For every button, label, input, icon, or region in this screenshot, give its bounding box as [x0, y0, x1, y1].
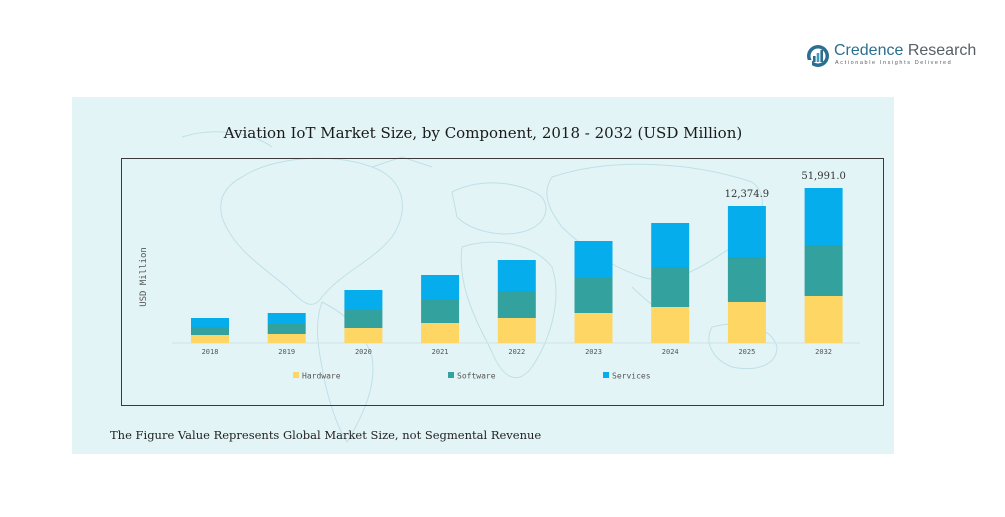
bar-hardware-2019: [267, 334, 306, 343]
x-tick-label-2032: 2032: [815, 348, 832, 356]
bar-software-2020: [344, 309, 383, 328]
bar-services-2018: [191, 318, 229, 328]
bar-services-2019: [267, 313, 306, 325]
y-axis-label: USD Million: [139, 247, 149, 307]
bar-services-2020: [344, 290, 383, 310]
legend-label-software: Software: [457, 372, 496, 381]
chart-title: Aviation IoT Market Size, by Component, …: [223, 124, 743, 142]
bar-hardware-2022: [497, 318, 536, 343]
x-tick-label-2025: 2025: [738, 348, 755, 356]
x-tick-label-2022: 2022: [508, 348, 525, 356]
data-label-2032: 51,991.0: [801, 171, 846, 182]
bar-software-2023: [574, 278, 613, 313]
chart-frame: USD Million 2018 2019 2020 2021 2022 2023 2024…: [121, 158, 884, 406]
bar-hardware-2032: [804, 295, 843, 343]
x-tick-label-2019: 2019: [278, 348, 295, 356]
data-label-2025: 12,374.9: [725, 189, 770, 200]
brand-name: Credence Research: [834, 42, 976, 60]
legend-swatch-services: [603, 372, 609, 378]
bar-software-2032: [804, 244, 843, 296]
bar-services-2023: [574, 241, 613, 279]
bar-services-2022: [497, 260, 536, 291]
bar-hardware-2024: [651, 306, 690, 343]
legend-swatch-software: [448, 372, 454, 378]
legend-swatch-hardware: [293, 372, 299, 378]
bar-software-2018: [191, 327, 229, 336]
brand-name-research: Research: [903, 42, 977, 59]
x-tick-label-2023: 2023: [585, 348, 602, 356]
x-tick-label-2024: 2024: [662, 348, 679, 356]
bar-hardware-2025: [727, 302, 766, 343]
chart-panel: Aviation IoT Market Size, by Component, …: [72, 97, 894, 454]
x-tick-label-2018: 2018: [202, 348, 219, 356]
bar-hardware-2021: [421, 323, 460, 343]
footnote: The Figure Value Represents Global Marke…: [110, 428, 542, 442]
bar-software-2024: [651, 266, 690, 307]
logo-bar-chart-icon: [806, 45, 829, 68]
legend-label-hardware: Hardware: [302, 372, 341, 381]
x-tick-label-2021: 2021: [432, 348, 449, 356]
bar-services-2024: [651, 223, 690, 267]
bar-hardware-2023: [574, 312, 613, 343]
brand-name-credence: Credence: [834, 42, 904, 59]
legend-label-services: Services: [612, 372, 651, 381]
bar-software-2025: [727, 257, 766, 303]
bar-services-2021: [421, 275, 460, 301]
x-tick-label-2020: 2020: [355, 348, 372, 356]
bar-software-2021: [421, 300, 460, 324]
bar-services-2032: [804, 188, 843, 245]
bar-hardware-2020: [344, 327, 383, 343]
bar-software-2022: [497, 290, 536, 319]
bar-hardware-2018: [191, 335, 229, 343]
credence-research-logo: Credence Research Actionable Insights De…: [806, 42, 976, 72]
stacked-bar-chart: USD Million 2018 2019 2020 2021 2022 2023 2024…: [139, 171, 860, 381]
brand-tagline: Actionable Insights Delivered: [835, 60, 953, 66]
bar-software-2019: [267, 324, 306, 334]
bar-services-2025: [727, 206, 766, 258]
